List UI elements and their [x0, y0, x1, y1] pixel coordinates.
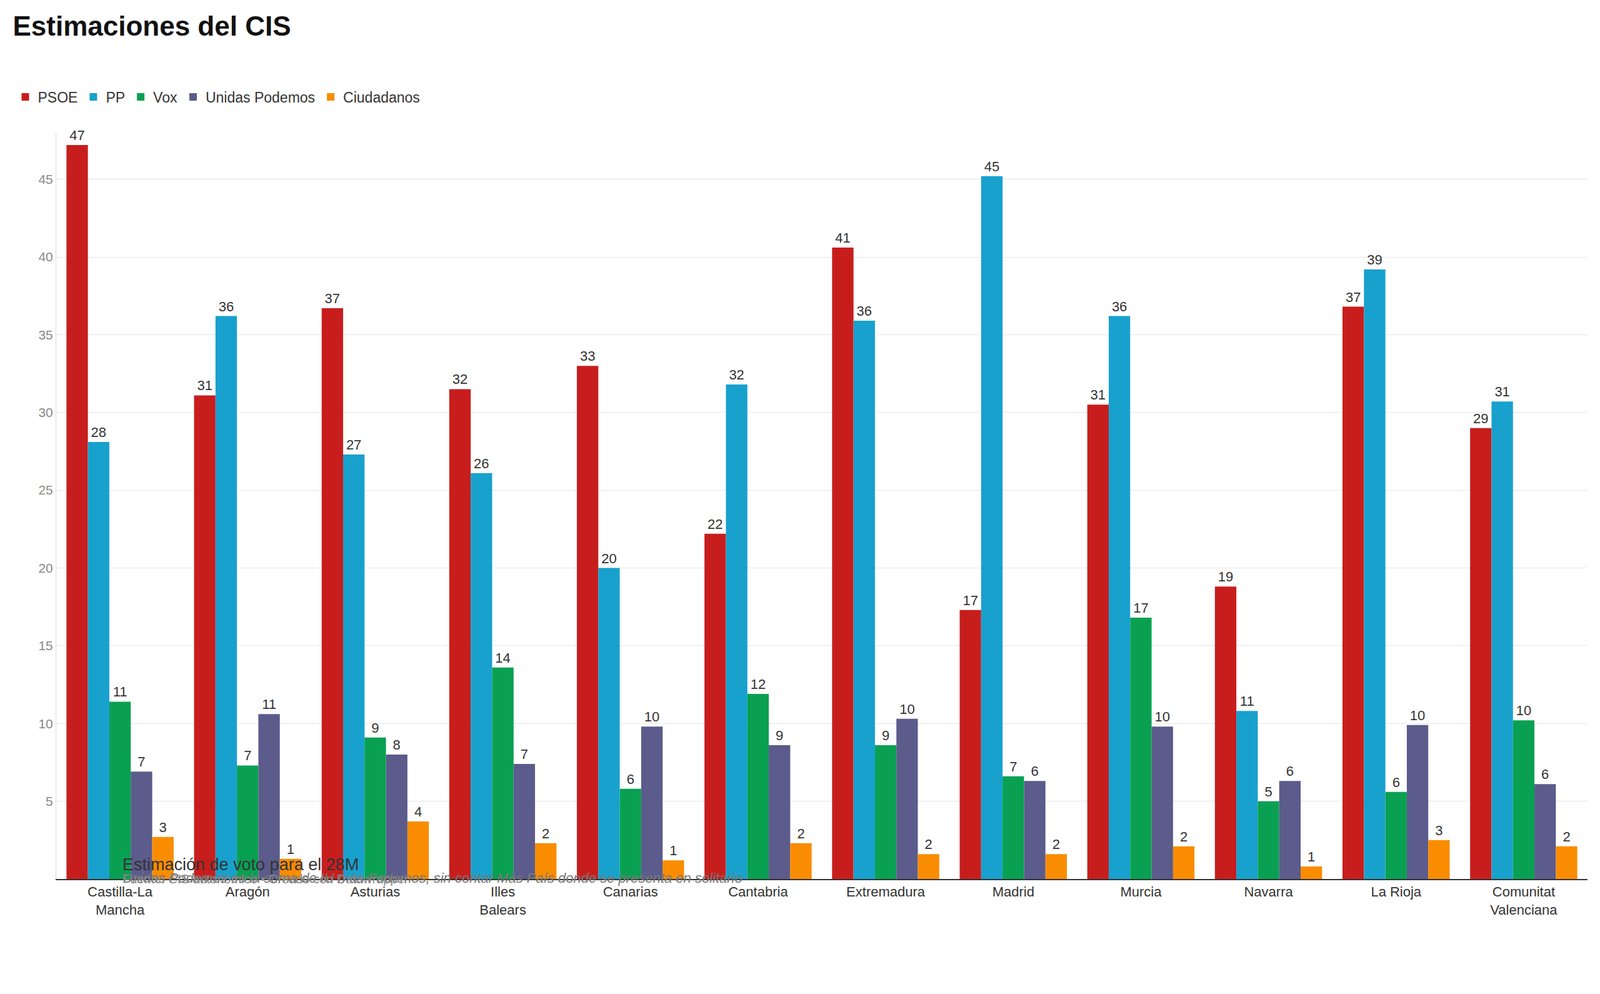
svg-text:5: 5 — [1264, 783, 1272, 800]
svg-text:12: 12 — [750, 676, 766, 692]
svg-text:10: 10 — [38, 716, 53, 731]
svg-text:Fuente: CIS autonómico • Cread: Fuente: CIS autonómico • Creado con Data… — [122, 871, 409, 886]
svg-text:27: 27 — [346, 436, 362, 453]
svg-text:8: 8 — [393, 736, 401, 753]
svg-text:PSOE: PSOE — [37, 89, 78, 106]
svg-text:6: 6 — [1286, 763, 1294, 779]
svg-text:4: 4 — [414, 803, 422, 820]
svg-text:7: 7 — [243, 747, 252, 764]
svg-text:Estimaciones del CIS: Estimaciones del CIS — [12, 10, 291, 42]
svg-text:40: 40 — [38, 249, 53, 264]
svg-text:Unidas Podemos: Unidas Podemos — [205, 89, 315, 106]
svg-text:La Rioja: La Rioja — [1370, 883, 1422, 900]
svg-text:39: 39 — [1366, 251, 1382, 268]
svg-text:Estimación de voto para el 28M: Estimación de voto para el 28M — [122, 855, 359, 874]
svg-text:Castilla-LaMancha: Castilla-LaMancha — [87, 883, 154, 918]
svg-text:Asturias: Asturias — [350, 883, 400, 900]
svg-text:ComunitatValenciana: ComunitatValenciana — [1490, 883, 1558, 918]
svg-text:20: 20 — [38, 560, 53, 575]
svg-text:31: 31 — [1090, 386, 1106, 403]
svg-text:Ciudadanos: Ciudadanos — [343, 89, 420, 106]
svg-text:11: 11 — [1240, 693, 1255, 709]
svg-text:36: 36 — [1111, 298, 1127, 315]
svg-text:25: 25 — [38, 482, 53, 497]
svg-text:22: 22 — [707, 516, 723, 532]
svg-text:Madrid: Madrid — [992, 883, 1035, 900]
svg-text:37: 37 — [1345, 289, 1361, 305]
svg-text:10: 10 — [1516, 702, 1532, 719]
svg-text:10: 10 — [644, 708, 660, 725]
svg-text:7: 7 — [137, 753, 145, 770]
svg-text:45: 45 — [984, 158, 1000, 175]
svg-text:IllesBalears: IllesBalears — [479, 883, 527, 918]
svg-text:2: 2 — [1180, 828, 1188, 845]
svg-text:19: 19 — [1218, 568, 1234, 585]
svg-text:11: 11 — [261, 696, 277, 712]
svg-text:2: 2 — [1052, 836, 1060, 852]
svg-text:1: 1 — [669, 842, 677, 859]
svg-text:36: 36 — [856, 303, 872, 319]
svg-text:31: 31 — [1494, 383, 1510, 400]
svg-text:36: 36 — [218, 298, 234, 315]
svg-text:6: 6 — [1030, 763, 1039, 779]
svg-text:2: 2 — [925, 836, 933, 852]
svg-text:37: 37 — [325, 290, 340, 307]
svg-text:7: 7 — [520, 746, 529, 762]
svg-text:10: 10 — [1410, 707, 1425, 724]
svg-text:31: 31 — [196, 377, 212, 394]
svg-text:1: 1 — [1307, 848, 1315, 865]
svg-text:11: 11 — [113, 683, 128, 700]
svg-text:6: 6 — [1392, 774, 1400, 790]
svg-text:2: 2 — [796, 825, 805, 842]
svg-text:7: 7 — [1009, 758, 1017, 775]
svg-text:32: 32 — [452, 371, 468, 387]
svg-text:1: 1 — [286, 841, 295, 857]
svg-text:10: 10 — [899, 701, 915, 717]
svg-text:45: 45 — [38, 171, 53, 187]
svg-text:Navarra: Navarra — [1243, 883, 1294, 900]
svg-text:2: 2 — [1562, 828, 1570, 845]
svg-text:6: 6 — [626, 771, 635, 787]
svg-text:20: 20 — [601, 550, 617, 567]
svg-text:9: 9 — [775, 727, 784, 744]
svg-text:Unidas Podemos es la suma de I: Unidas Podemos es la suma de IU más Pode… — [122, 870, 743, 886]
svg-text:5: 5 — [45, 793, 54, 809]
svg-text:Aragón: Aragón — [225, 883, 270, 900]
svg-text:Vox: Vox — [153, 89, 178, 106]
svg-text:Extremadura: Extremadura — [846, 883, 926, 900]
svg-text:14: 14 — [495, 650, 510, 666]
svg-text:15: 15 — [38, 638, 53, 653]
svg-text:3: 3 — [159, 819, 167, 835]
svg-text:29: 29 — [1473, 410, 1489, 427]
svg-text:9: 9 — [371, 720, 379, 736]
svg-text:17: 17 — [1133, 600, 1149, 616]
svg-text:2: 2 — [541, 825, 550, 842]
svg-text:47: 47 — [69, 127, 85, 144]
svg-text:6: 6 — [1541, 766, 1549, 782]
svg-text:26: 26 — [473, 455, 489, 472]
svg-text:28: 28 — [91, 424, 107, 440]
svg-text:10: 10 — [1154, 708, 1170, 725]
svg-text:33: 33 — [580, 348, 595, 364]
svg-text:35: 35 — [38, 327, 53, 342]
svg-text:30: 30 — [38, 405, 53, 420]
svg-text:Canarias: Canarias — [603, 883, 659, 900]
svg-text:Cantabria: Cantabria — [728, 883, 789, 900]
svg-text:32: 32 — [728, 366, 744, 383]
svg-text:17: 17 — [962, 592, 978, 609]
svg-text:Murcia: Murcia — [1120, 883, 1162, 900]
svg-text:PP: PP — [105, 89, 125, 106]
svg-text:41: 41 — [835, 230, 850, 246]
svg-text:9: 9 — [881, 727, 890, 744]
svg-text:3: 3 — [1435, 822, 1443, 839]
